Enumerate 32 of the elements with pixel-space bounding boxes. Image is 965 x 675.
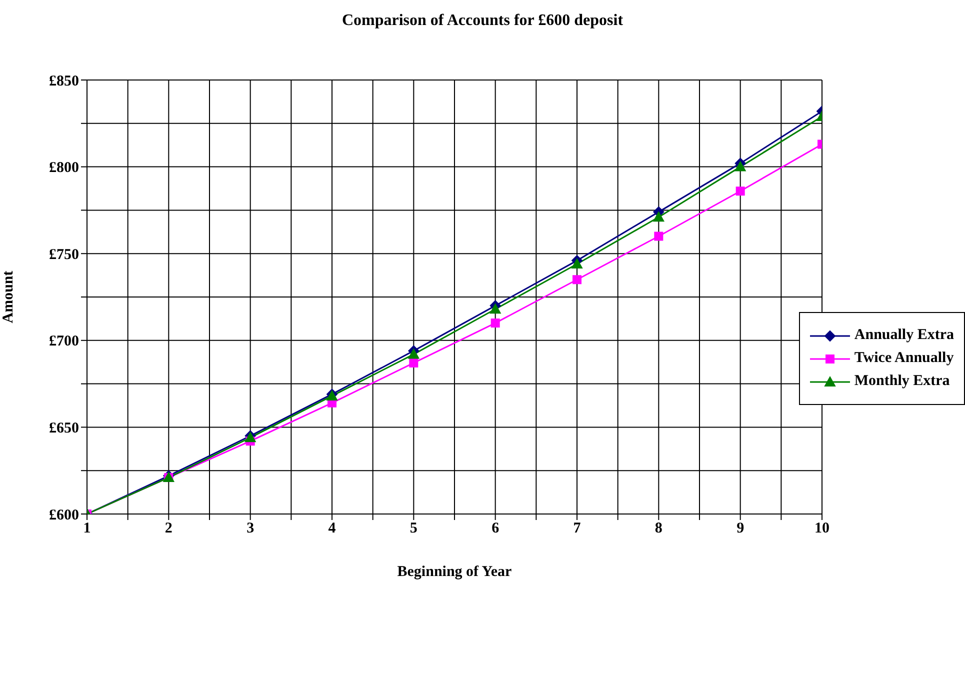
x-tick-label: 2 [164,520,172,537]
x-tick-label: 9 [736,520,744,537]
point [653,212,664,222]
point [572,258,582,269]
point [490,304,501,314]
point [654,232,664,241]
y-tick-label: £650 [49,420,79,437]
x-tick-label: 6 [492,520,500,537]
point [490,318,500,328]
y-tick-label: £750 [49,246,79,263]
x-axis-title: Beginning of Year [397,564,512,580]
point [409,358,418,368]
point [408,348,420,359]
x-tick-label: 1 [83,520,91,537]
y-tick-label: £800 [49,160,79,176]
chart-title: Comparison of Accounts for £600 deposit [340,12,624,30]
point [734,161,746,172]
y-axis-title: Amount [0,270,16,324]
y-tick-label: £600 [49,507,79,524]
y-tick-label: £700 [49,334,79,350]
legend-label: Annually Extra [854,327,954,344]
point [736,186,745,196]
x-tick-label: 3 [246,520,254,537]
x-tick-label: 7 [573,520,582,537]
x-tick-label: 4 [328,520,336,537]
legend-label: Monthly Extra [854,373,950,390]
x-tick-label: 10 [814,520,830,537]
point [572,275,582,284]
x-tick-label: 5 [410,520,418,537]
legend-label: Twice Annually [854,350,954,367]
y-tick-label: £850 [49,73,79,90]
x-tick-label: 8 [654,520,662,537]
